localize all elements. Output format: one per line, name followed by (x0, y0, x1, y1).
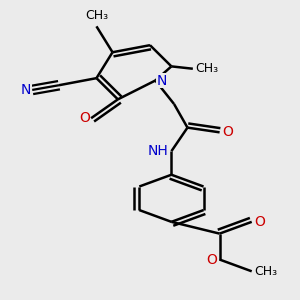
Text: CH₃: CH₃ (196, 62, 219, 75)
Text: O: O (222, 125, 233, 139)
Text: O: O (206, 253, 217, 266)
Text: N: N (20, 83, 31, 97)
Text: CH₃: CH₃ (254, 265, 278, 278)
Text: N: N (157, 74, 167, 88)
Text: CH₃: CH₃ (85, 9, 108, 22)
Text: NH: NH (148, 144, 169, 158)
Text: O: O (254, 215, 265, 229)
Text: O: O (79, 111, 90, 125)
